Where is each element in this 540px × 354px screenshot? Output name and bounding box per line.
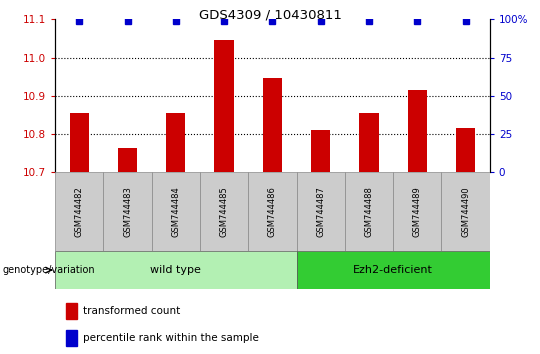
Text: genotype/variation: genotype/variation: [3, 265, 96, 275]
Text: Ezh2-deficient: Ezh2-deficient: [353, 265, 433, 275]
Bar: [103, 172, 152, 251]
Bar: [311, 130, 330, 172]
Bar: [360, 113, 379, 172]
Text: percentile rank within the sample: percentile rank within the sample: [83, 333, 259, 343]
Bar: [296, 251, 490, 289]
Bar: [393, 172, 442, 251]
Bar: [248, 172, 296, 251]
Bar: [166, 113, 186, 172]
Text: GSM744487: GSM744487: [316, 186, 325, 237]
Bar: [263, 79, 282, 172]
Bar: [70, 113, 89, 172]
Text: GDS4309 / 10430811: GDS4309 / 10430811: [199, 9, 341, 22]
Bar: [214, 40, 234, 172]
Text: GSM744489: GSM744489: [413, 186, 422, 237]
Bar: [66, 330, 77, 346]
Bar: [345, 172, 393, 251]
Bar: [118, 148, 137, 172]
Bar: [152, 172, 200, 251]
Text: GSM744485: GSM744485: [220, 186, 228, 237]
Text: GSM744482: GSM744482: [75, 186, 84, 237]
Text: wild type: wild type: [151, 265, 201, 275]
Bar: [456, 128, 475, 172]
Text: GSM744490: GSM744490: [461, 186, 470, 237]
Bar: [55, 172, 103, 251]
Bar: [55, 251, 296, 289]
Text: GSM744483: GSM744483: [123, 186, 132, 237]
Bar: [66, 303, 77, 319]
Text: GSM744484: GSM744484: [171, 186, 180, 237]
Bar: [408, 90, 427, 172]
Bar: [200, 172, 248, 251]
Text: GSM744486: GSM744486: [268, 186, 277, 237]
Bar: [442, 172, 490, 251]
Text: transformed count: transformed count: [83, 306, 180, 316]
Text: GSM744488: GSM744488: [364, 186, 374, 237]
Bar: [296, 172, 345, 251]
